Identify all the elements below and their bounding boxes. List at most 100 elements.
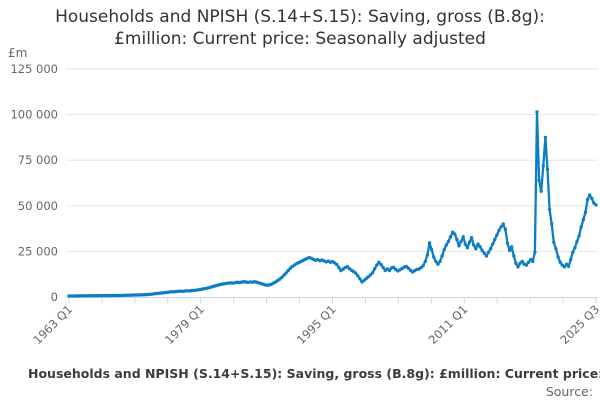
x-axis xyxy=(66,297,598,304)
data-point-marker xyxy=(514,261,518,265)
data-point-marker xyxy=(579,225,583,229)
x-axis-tick-label: 1979 Q1 xyxy=(162,302,207,347)
data-point-marker xyxy=(282,273,286,277)
data-point-marker xyxy=(354,271,358,275)
data-point-marker xyxy=(577,234,581,238)
data-point-marker xyxy=(558,260,562,264)
chart-title-line1: Households and NPISH (S.14+S.15): Saving… xyxy=(55,7,545,27)
data-point-marker xyxy=(356,274,360,278)
data-point-marker xyxy=(459,239,463,244)
data-point-marker xyxy=(375,263,379,267)
data-point-marker xyxy=(486,250,491,254)
data-point-marker xyxy=(537,178,541,182)
y-axis-labels: 0 25 000 50 000 75 000 100 000 125 000 xyxy=(10,62,58,304)
data-point-marker xyxy=(545,167,550,171)
data-point-marker xyxy=(526,260,531,264)
data-point-marker xyxy=(493,237,497,242)
data-point-marker xyxy=(370,271,375,275)
data-point-marker xyxy=(379,262,383,267)
data-point-marker xyxy=(539,189,543,193)
y-axis-tick-label: 0 xyxy=(51,290,58,304)
data-point-marker xyxy=(455,237,459,242)
data-point-marker xyxy=(429,247,434,252)
data-point-marker xyxy=(569,257,573,262)
chart-title-line2: £million: Current price: Seasonally adju… xyxy=(114,29,486,49)
data-point-marker xyxy=(469,236,474,240)
x-axis-tick-label: 2025 Q3 xyxy=(557,302,600,347)
data-point-marker xyxy=(434,259,438,264)
data-point-marker xyxy=(457,244,461,248)
data-point-marker xyxy=(499,225,503,229)
data-point-marker xyxy=(436,262,440,266)
data-point-marker xyxy=(541,164,545,168)
data-point-marker xyxy=(566,264,571,269)
data-point-marker xyxy=(453,232,457,236)
data-point-marker xyxy=(467,240,472,244)
data-point-marker xyxy=(286,268,290,273)
data-point-marker xyxy=(461,235,465,239)
data-point-marker xyxy=(444,243,448,247)
data-point-marker xyxy=(335,262,339,267)
data-point-marker xyxy=(533,250,537,254)
data-point-marker xyxy=(524,263,529,267)
data-point-marker xyxy=(497,228,501,233)
data-point-marker xyxy=(554,247,558,251)
data-point-marker xyxy=(448,235,453,239)
data-point-marker xyxy=(358,277,362,281)
data-point-marker xyxy=(480,248,484,253)
data-point-marker xyxy=(423,259,427,264)
data-point-marker xyxy=(556,255,560,259)
data-point-marker xyxy=(284,271,288,275)
x-axis-tick-label: 1963 Q1 xyxy=(30,302,75,347)
y-axis-tick-label: 75 000 xyxy=(18,153,58,167)
data-point-marker xyxy=(543,135,548,140)
data-point-marker xyxy=(280,275,284,279)
data-point-marker xyxy=(550,222,554,226)
data-point-marker xyxy=(501,222,505,226)
data-point-marker xyxy=(571,250,575,254)
data-point-marker xyxy=(575,239,579,244)
data-point-marker xyxy=(425,253,430,257)
y-gridlines xyxy=(66,68,598,252)
data-point-marker xyxy=(588,193,592,197)
data-point-marker xyxy=(381,265,385,270)
x-axis-tick-label: 1995 Q1 xyxy=(294,302,339,347)
data-point-marker xyxy=(585,197,590,202)
data-point-marker xyxy=(573,246,577,250)
data-point-marker xyxy=(368,273,373,277)
data-point-marker xyxy=(387,268,392,273)
data-point-marker xyxy=(474,247,478,251)
data-point-marker xyxy=(495,233,499,237)
data-point-marker xyxy=(594,203,598,207)
data-point-marker xyxy=(516,265,520,269)
data-point-marker xyxy=(484,254,489,258)
data-point-marker xyxy=(427,241,432,245)
data-point-marker xyxy=(432,255,436,259)
data-point-marker xyxy=(505,241,510,245)
y-axis-tick-label: 25 000 xyxy=(18,244,58,258)
x-axis-tick-label: 2011 Q1 xyxy=(426,302,471,347)
data-point-marker xyxy=(562,265,567,269)
y-axis-tick-label: 100 000 xyxy=(10,108,58,122)
data-point-marker xyxy=(391,265,396,269)
data-point-marker xyxy=(581,217,586,222)
y-axis-unit-label: £m xyxy=(8,46,28,60)
y-axis-tick-label: 50 000 xyxy=(18,199,58,213)
data-point-marker xyxy=(373,267,377,271)
data-series xyxy=(67,110,598,298)
y-axis-tick-label: 125 000 xyxy=(10,62,58,76)
data-point-marker xyxy=(590,196,594,201)
data-point-marker xyxy=(337,265,341,270)
data-point-marker xyxy=(535,110,539,114)
data-point-marker xyxy=(507,248,512,253)
data-point-marker xyxy=(510,245,514,249)
data-point-marker xyxy=(512,254,516,258)
data-point-marker xyxy=(520,259,524,264)
data-point-marker xyxy=(478,245,482,249)
data-point-marker xyxy=(503,227,508,232)
data-point-marker xyxy=(491,242,495,246)
data-point-marker xyxy=(547,207,552,212)
data-point-marker xyxy=(421,264,425,268)
data-point-marker xyxy=(438,259,442,264)
